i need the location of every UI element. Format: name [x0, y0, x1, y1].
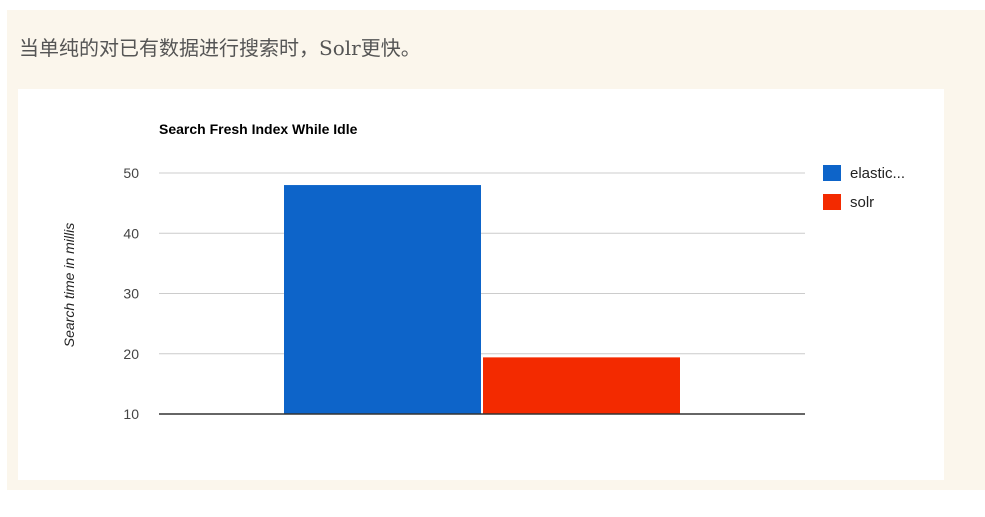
y-tick-label: 50	[123, 165, 139, 181]
chart-title: Search Fresh Index While Idle	[159, 121, 358, 137]
article-panel: 当单纯的对已有数据进行搜索时，Solr更快。 Search Fresh Inde…	[7, 10, 985, 490]
legend-swatch	[823, 194, 841, 210]
article-caption: 当单纯的对已有数据进行搜索时，Solr更快。	[19, 36, 421, 60]
y-tick-label: 20	[123, 346, 139, 362]
legend: elastic... solr	[823, 165, 905, 211]
bar-elastic[interactable]	[284, 185, 481, 414]
y-tick-label: 30	[123, 286, 139, 302]
y-tick-label: 40	[123, 225, 139, 241]
gridlines	[159, 172, 805, 355]
legend-swatch	[823, 165, 841, 181]
y-tick-label: 10	[123, 406, 139, 422]
bar-solr[interactable]	[483, 357, 680, 414]
chart-card: Search Fresh Index While Idle Search tim…	[18, 89, 944, 480]
y-axis-label: Search time in millis	[61, 223, 77, 347]
legend-label: elastic...	[850, 165, 905, 182]
bars	[284, 185, 680, 414]
bar-chart: Search Fresh Index While Idle Search tim…	[61, 121, 905, 422]
y-tick-labels: 10 20 30 40 50	[123, 165, 139, 422]
legend-label: solr	[850, 194, 874, 211]
